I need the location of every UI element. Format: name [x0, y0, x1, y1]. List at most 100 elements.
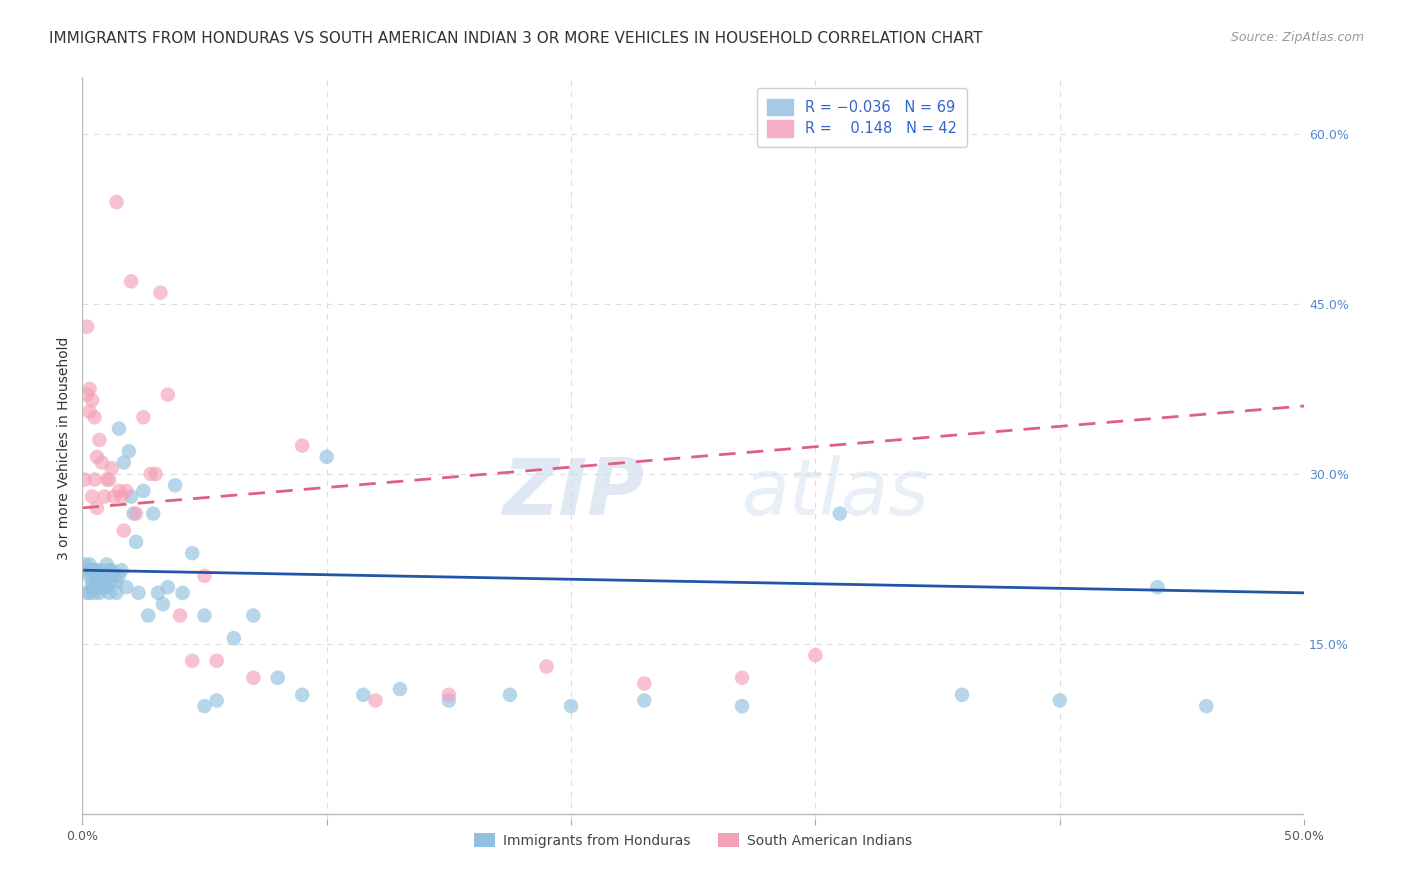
- Point: [146, 586, 169, 600]
- Y-axis label: 3 or more Vehicles in Household: 3 or more Vehicles in Household: [58, 337, 72, 560]
- Point: [242, 671, 264, 685]
- Text: ZIP: ZIP: [502, 455, 644, 531]
- Point: [193, 569, 215, 583]
- Point: [1195, 699, 1218, 714]
- Point: [93, 580, 115, 594]
- Point: [125, 534, 148, 549]
- Point: [86, 563, 108, 577]
- Point: [120, 490, 142, 504]
- Point: [110, 563, 132, 577]
- Point: [205, 654, 228, 668]
- Point: [100, 461, 122, 475]
- Text: atlas: atlas: [742, 455, 929, 531]
- Point: [804, 648, 827, 662]
- Point: [90, 563, 112, 577]
- Point: [80, 574, 103, 589]
- Point: [125, 507, 148, 521]
- Point: [96, 580, 118, 594]
- Point: [731, 671, 754, 685]
- Point: [100, 563, 122, 577]
- Point: [89, 569, 111, 583]
- Point: [100, 574, 122, 589]
- Point: [437, 693, 460, 707]
- Point: [536, 659, 558, 673]
- Text: Source: ZipAtlas.com: Source: ZipAtlas.com: [1230, 31, 1364, 45]
- Point: [181, 546, 204, 560]
- Point: [142, 507, 165, 521]
- Point: [950, 688, 973, 702]
- Point: [103, 490, 125, 504]
- Point: [76, 387, 98, 401]
- Point: [86, 450, 108, 464]
- Point: [86, 569, 108, 583]
- Point: [79, 569, 101, 583]
- Point: [90, 456, 112, 470]
- Point: [165, 478, 187, 492]
- Point: [145, 467, 167, 481]
- Point: [83, 410, 105, 425]
- Point: [633, 676, 655, 690]
- Point: [633, 693, 655, 707]
- Point: [112, 456, 135, 470]
- Point: [1049, 693, 1071, 707]
- Point: [291, 439, 314, 453]
- Point: [80, 580, 103, 594]
- Point: [83, 473, 105, 487]
- Point: [267, 671, 290, 685]
- Point: [222, 631, 245, 645]
- Point: [73, 473, 96, 487]
- Point: [136, 608, 159, 623]
- Point: [122, 507, 145, 521]
- Point: [98, 563, 121, 577]
- Point: [352, 688, 374, 702]
- Point: [315, 450, 337, 464]
- Point: [98, 473, 121, 487]
- Point: [172, 586, 194, 600]
- Point: [86, 580, 108, 594]
- Point: [291, 688, 314, 702]
- Point: [388, 682, 411, 697]
- Point: [79, 404, 101, 418]
- Point: [112, 524, 135, 538]
- Point: [89, 433, 111, 447]
- Point: [73, 558, 96, 572]
- Point: [80, 490, 103, 504]
- Point: [79, 558, 101, 572]
- Point: [139, 467, 162, 481]
- Point: [96, 558, 118, 572]
- Point: [437, 688, 460, 702]
- Point: [193, 699, 215, 714]
- Point: [105, 586, 128, 600]
- Point: [149, 285, 172, 300]
- Point: [96, 473, 118, 487]
- Point: [205, 693, 228, 707]
- Point: [128, 586, 150, 600]
- Point: [103, 569, 125, 583]
- Point: [83, 580, 105, 594]
- Point: [79, 586, 101, 600]
- Point: [118, 444, 141, 458]
- Point: [108, 483, 131, 498]
- Point: [132, 483, 155, 498]
- Point: [132, 410, 155, 425]
- Point: [120, 274, 142, 288]
- Point: [90, 574, 112, 589]
- Text: IMMIGRANTS FROM HONDURAS VS SOUTH AMERICAN INDIAN 3 OR MORE VEHICLES IN HOUSEHOL: IMMIGRANTS FROM HONDURAS VS SOUTH AMERIC…: [49, 31, 983, 46]
- Point: [98, 586, 121, 600]
- Point: [80, 393, 103, 408]
- Point: [169, 608, 191, 623]
- Point: [93, 569, 115, 583]
- Point: [110, 490, 132, 504]
- Point: [181, 654, 204, 668]
- Point: [156, 580, 179, 594]
- Point: [79, 382, 101, 396]
- Legend: Immigrants from Honduras, South American Indians: Immigrants from Honduras, South American…: [468, 828, 918, 854]
- Point: [364, 693, 387, 707]
- Point: [731, 699, 754, 714]
- Point: [108, 569, 131, 583]
- Point: [89, 586, 111, 600]
- Point: [560, 699, 582, 714]
- Point: [80, 563, 103, 577]
- Point: [193, 608, 215, 623]
- Point: [499, 688, 522, 702]
